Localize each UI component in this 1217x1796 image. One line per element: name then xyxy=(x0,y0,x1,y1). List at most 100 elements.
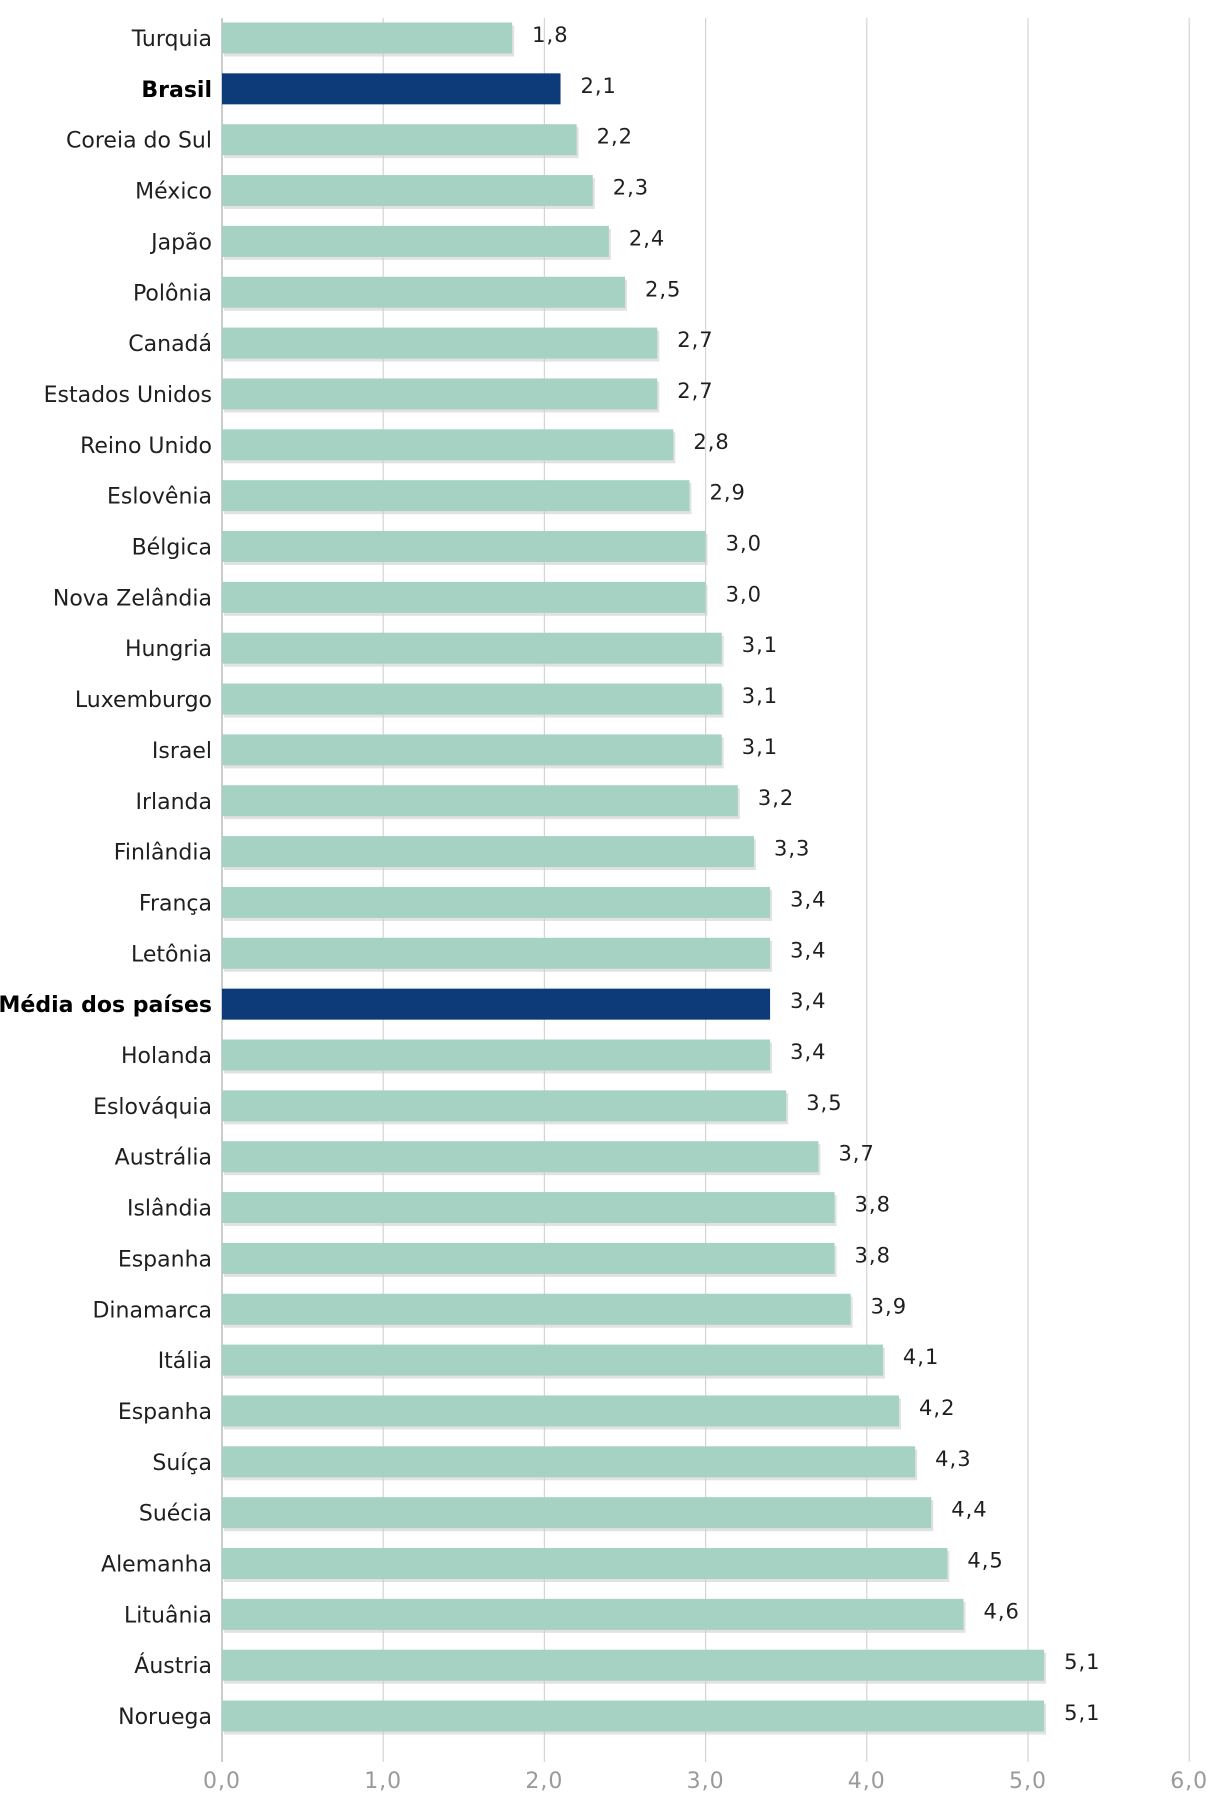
category-label: Áustria xyxy=(134,1653,212,1679)
category-label: Coreia do Sul xyxy=(66,129,212,154)
value-label: 3,0 xyxy=(726,532,762,556)
category-label: Holanda xyxy=(121,1044,212,1069)
value-label: 2,1 xyxy=(581,74,617,98)
bar xyxy=(222,1293,851,1325)
value-label: 4,1 xyxy=(903,1345,939,1369)
category-label: Estados Unidos xyxy=(44,383,212,408)
category-label: Turquia xyxy=(131,27,212,52)
value-label: 4,6 xyxy=(984,1599,1020,1623)
bar xyxy=(222,124,577,156)
bar xyxy=(222,1649,1045,1681)
value-label: 2,7 xyxy=(677,328,713,352)
category-label: Finlândia xyxy=(114,841,212,866)
x-tick-label: 4,0 xyxy=(848,1769,886,1794)
value-label: 3,9 xyxy=(871,1294,907,1318)
value-label: 3,4 xyxy=(790,1040,826,1064)
value-label: 4,2 xyxy=(919,1396,955,1420)
bar xyxy=(222,1344,883,1376)
bar xyxy=(222,581,706,613)
bar xyxy=(222,378,658,410)
category-label: Bélgica xyxy=(132,536,212,561)
value-label: 3,4 xyxy=(790,887,826,911)
value-label: 1,8 xyxy=(532,23,568,47)
bar xyxy=(222,276,625,308)
value-label: 2,5 xyxy=(645,277,681,301)
bar xyxy=(222,785,738,817)
bar-highlight xyxy=(222,73,561,105)
bar xyxy=(222,531,706,562)
x-tick-label: 6,0 xyxy=(1170,1769,1208,1794)
value-label: 2,4 xyxy=(629,226,665,250)
value-label: 5,1 xyxy=(1064,1701,1100,1725)
bar xyxy=(222,327,658,359)
value-label: 3,3 xyxy=(774,837,810,861)
category-label: Hungria xyxy=(125,637,212,662)
x-tick-label: 3,0 xyxy=(687,1769,725,1794)
value-label: 3,4 xyxy=(790,989,826,1013)
value-label: 4,4 xyxy=(951,1498,987,1522)
category-label: Alemanha xyxy=(101,1553,212,1578)
category-label: Canadá xyxy=(128,332,212,357)
bar xyxy=(222,632,722,664)
value-label: 3,0 xyxy=(726,582,762,606)
value-label: 5,1 xyxy=(1064,1650,1100,1674)
bar xyxy=(222,1395,900,1427)
category-label: Lituânia xyxy=(124,1603,212,1628)
category-label: Média dos países xyxy=(0,993,212,1018)
value-label: 3,8 xyxy=(855,1243,891,1267)
category-label: Nova Zelândia xyxy=(53,586,212,611)
value-label: 3,1 xyxy=(742,735,778,759)
category-label: Suíça xyxy=(152,1451,212,1476)
value-label: 2,3 xyxy=(613,176,649,200)
category-label: Letônia xyxy=(131,942,212,967)
value-label: 2,7 xyxy=(677,379,713,403)
category-label: Austrália xyxy=(115,1146,212,1171)
category-label: Espanha xyxy=(118,1400,212,1425)
category-label: Brasil xyxy=(141,78,212,103)
x-tick-label: 5,0 xyxy=(1009,1769,1047,1794)
value-label: 3,2 xyxy=(758,786,794,810)
bar xyxy=(222,886,771,918)
value-label: 3,4 xyxy=(790,938,826,962)
category-label: Espanha xyxy=(118,1247,212,1272)
value-label: 3,8 xyxy=(855,1193,891,1217)
category-label: México xyxy=(135,180,212,205)
category-label: Japão xyxy=(149,230,212,255)
bar xyxy=(222,225,609,257)
value-labels: 1,8 2,1 2,2 2,3 2,4 2,5 2,7 2,7 2,8 2,9 3,0 3,0 3,1 3… xyxy=(532,23,1100,1725)
category-labels: Turquia Brasil Coreia do Sul México Japão Pol… xyxy=(0,27,212,1730)
category-label: Islândia xyxy=(127,1197,212,1222)
bar xyxy=(222,1192,835,1224)
bar xyxy=(222,429,674,461)
bar xyxy=(222,1548,948,1579)
x-tick-label: 2,0 xyxy=(525,1769,563,1794)
bar xyxy=(222,1039,771,1071)
value-label: 2,8 xyxy=(693,430,729,454)
category-label: Suécia xyxy=(139,1502,212,1527)
value-label: 2,2 xyxy=(597,125,633,149)
value-label: 3,7 xyxy=(838,1142,874,1166)
value-label: 4,5 xyxy=(967,1549,1003,1573)
category-label: Eslovênia xyxy=(107,485,212,510)
category-label: Israel xyxy=(152,739,212,764)
category-label: França xyxy=(139,891,212,916)
bar xyxy=(222,1446,916,1478)
bar xyxy=(222,683,722,715)
bar xyxy=(222,1598,964,1630)
bar xyxy=(222,1497,932,1529)
value-label: 2,9 xyxy=(709,481,745,505)
x-tick-label: 0,0 xyxy=(203,1769,241,1794)
bar xyxy=(222,175,593,207)
bar xyxy=(222,734,722,766)
bar xyxy=(222,937,771,969)
category-label: Dinamarca xyxy=(92,1298,212,1323)
bar xyxy=(222,22,513,54)
bar xyxy=(222,480,690,512)
value-label: 3,5 xyxy=(806,1091,842,1115)
bar xyxy=(222,1141,819,1173)
category-label: Noruega xyxy=(118,1705,212,1730)
category-label: Eslováquia xyxy=(93,1095,212,1120)
x-axis-ticks: 0,0 1,0 2,0 3,0 4,0 5,0 6,0 xyxy=(203,1769,1208,1794)
bar xyxy=(222,1242,835,1274)
